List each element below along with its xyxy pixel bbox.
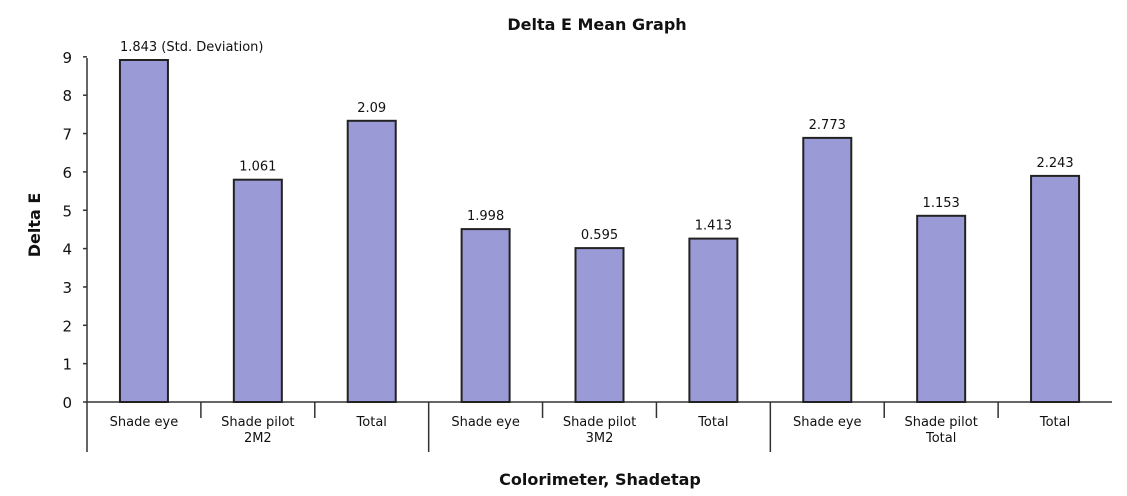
category-separators bbox=[86, 402, 999, 452]
data-label: 1.153 bbox=[923, 196, 960, 211]
y-tick-label: 4 bbox=[62, 241, 72, 259]
y-tick-label: 7 bbox=[62, 126, 72, 144]
y-tick-label: 6 bbox=[62, 164, 72, 182]
data-labels: 1.843 (Std. Deviation) 1.061 2.09 1.998 0.59… bbox=[120, 40, 1074, 243]
data-label: 1.998 bbox=[467, 209, 504, 224]
data-label: 0.595 bbox=[581, 228, 618, 243]
bar bbox=[460, 228, 511, 403]
data-label: 2.773 bbox=[809, 118, 846, 133]
category-label: Total bbox=[925, 431, 956, 446]
category-label: Total bbox=[356, 415, 387, 430]
bar bbox=[1030, 174, 1081, 403]
data-label: 2.243 bbox=[1036, 156, 1073, 171]
y-tick-label: 8 bbox=[62, 87, 72, 105]
data-label: 2.09 bbox=[357, 101, 386, 116]
category-label: Total bbox=[697, 415, 728, 430]
category-label: Shade pilot bbox=[904, 415, 977, 430]
bars bbox=[118, 59, 1081, 404]
bar bbox=[916, 214, 967, 403]
bar bbox=[688, 237, 739, 403]
y-tick-label: 3 bbox=[62, 279, 72, 297]
bar bbox=[346, 119, 397, 404]
category-label: Shade pilot bbox=[563, 415, 636, 430]
category-label: Shade pilot bbox=[221, 415, 294, 430]
bar bbox=[232, 178, 283, 403]
y-tick-label: 5 bbox=[62, 202, 72, 220]
bar bbox=[802, 136, 853, 403]
category-label: 3M2 bbox=[586, 431, 614, 446]
category-label: Shade eye bbox=[451, 415, 520, 430]
y-tick-label: 9 bbox=[62, 49, 72, 67]
bar bbox=[118, 59, 169, 403]
data-label: 1.843 (Std. Deviation) bbox=[120, 40, 264, 55]
y-tick-label: 2 bbox=[62, 317, 72, 335]
data-label: 1.061 bbox=[239, 160, 276, 175]
y-axis-label: Delta E bbox=[25, 193, 44, 258]
bar bbox=[574, 247, 625, 403]
data-label: 1.413 bbox=[695, 219, 732, 234]
category-label: Total bbox=[1039, 415, 1070, 430]
chart-title: Delta E Mean Graph bbox=[507, 15, 686, 34]
y-tick-label: 1 bbox=[62, 356, 72, 374]
y-tick-label: 0 bbox=[62, 394, 72, 412]
category-label: Shade eye bbox=[110, 415, 179, 430]
y-ticks: 0 1 2 3 4 5 6 7 8 9 bbox=[62, 49, 87, 412]
x-axis-label: Colorimeter, Shadetap bbox=[499, 470, 701, 489]
category-label: Shade eye bbox=[793, 415, 862, 430]
category-label: 2M2 bbox=[244, 431, 272, 446]
